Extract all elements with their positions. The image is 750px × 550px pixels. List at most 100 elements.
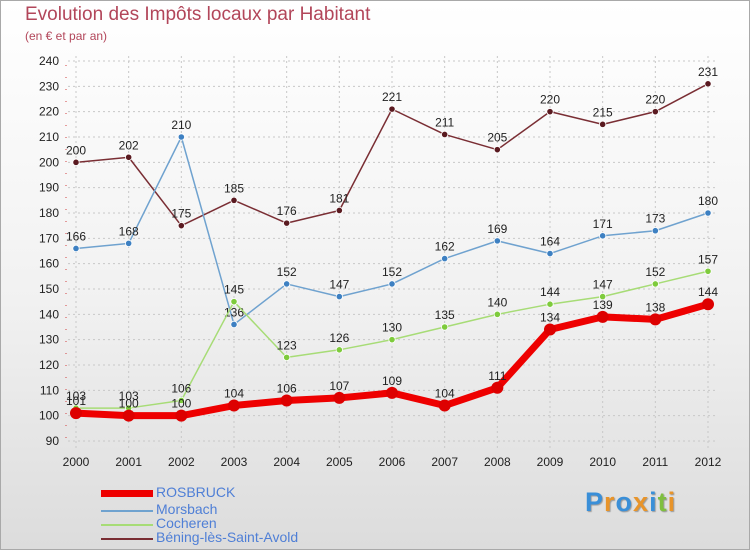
series-line-bening-les-saint-avold: [75, 83, 709, 227]
chart-subtitle: (en € et par an): [25, 29, 108, 43]
data-point-rosbruck-2001: [122, 409, 135, 422]
data-label-morsbach-2012: 180: [698, 194, 718, 208]
legend-label-cocheren: Cocheren: [156, 515, 217, 531]
data-point-rosbruck-2007: [438, 399, 451, 412]
data-point-rosbruck-2012: [702, 298, 714, 311]
data-point-morsbach-2000: [72, 244, 80, 253]
data-point-rosbruck-2005: [333, 391, 346, 404]
legend-swatch-bening: [101, 538, 153, 540]
data-point-bening-les-saint-avold-2011: [651, 108, 659, 116]
data-point-morsbach-2001: [125, 239, 133, 247]
data-point-cocheren-2008: [493, 310, 501, 318]
logo-letter: i: [649, 487, 658, 517]
legend-swatch-rosbruck: [101, 490, 153, 497]
data-label-cocheren-2010: 147: [593, 278, 613, 292]
data-point-cocheren-2009: [546, 300, 554, 308]
data-point-bening-les-saint-avold-2005: [335, 206, 343, 215]
data-point-cocheren-2005: [335, 346, 343, 354]
data-point-rosbruck-2002: [175, 409, 188, 422]
legend-label-rosbruck: ROSBRUCK: [156, 484, 236, 500]
data-label-morsbach-2007: 162: [435, 240, 455, 254]
data-point-cocheren-2012: [704, 267, 712, 275]
data-point-morsbach-2005: [335, 292, 343, 301]
y-tick-label-200: 200: [39, 155, 59, 169]
chart-title: Evolution des Impôts locaux par Habitant: [25, 4, 371, 25]
logo-letter: o: [615, 487, 634, 517]
data-label-bening-les-saint-avold-2003: 185: [224, 181, 244, 195]
data-point-morsbach-2003: [230, 320, 238, 329]
data-label-cocheren-2000: 103: [66, 389, 86, 403]
x-tick-label-2005: 2005: [326, 455, 353, 469]
data-point-bening-les-saint-avold-2012: [704, 80, 712, 88]
x-tick-label-2011: 2011: [642, 455, 668, 469]
x-tick-label-2006: 2006: [379, 455, 406, 469]
data-label-morsbach-2005: 147: [329, 278, 349, 292]
logo-letter: i: [667, 487, 677, 517]
data-point-morsbach-2012: [704, 209, 712, 217]
data-label-rosbruck-2001: 100: [119, 397, 139, 411]
x-tick-label-2004: 2004: [273, 455, 300, 469]
data-point-rosbruck-2003: [228, 399, 240, 412]
data-point-cocheren-2003: [230, 298, 238, 306]
data-point-bening-les-saint-avold-2006: [388, 105, 396, 113]
data-point-bening-les-saint-avold-2009: [546, 108, 554, 116]
data-label-bening-les-saint-avold-2004: 176: [277, 204, 297, 218]
data-point-cocheren-2004: [283, 353, 291, 361]
data-label-rosbruck-2005: 107: [329, 379, 349, 393]
data-point-bening-les-saint-avold-2000: [72, 158, 80, 166]
legend-swatch-cocheren: [101, 524, 153, 526]
data-label-morsbach-2008: 169: [487, 222, 507, 236]
data-point-rosbruck-2008: [491, 381, 504, 394]
data-point-morsbach-2009: [546, 249, 554, 258]
data-label-cocheren-2011: 152: [645, 265, 665, 279]
data-label-rosbruck-2000: 101: [66, 394, 86, 408]
x-tick-label-2002: 2002: [168, 455, 195, 469]
data-point-morsbach-2006: [388, 280, 396, 288]
data-label-bening-les-saint-avold-2008: 205: [487, 131, 507, 145]
data-point-morsbach-2008: [493, 237, 501, 245]
data-label-cocheren-2003: 145: [224, 283, 244, 297]
data-label-cocheren-2005: 126: [329, 331, 349, 345]
y-tick-label-170: 170: [39, 231, 59, 245]
data-point-bening-les-saint-avold-2010: [599, 120, 607, 128]
data-label-cocheren-2008: 140: [487, 295, 507, 309]
data-label-cocheren-2007: 135: [435, 308, 455, 322]
logo-letter: P: [585, 487, 605, 517]
data-label-rosbruck-2009: 134: [540, 311, 560, 325]
y-tick-label-90: 90: [46, 434, 60, 448]
y-tick-label-160: 160: [39, 257, 59, 271]
data-label-morsbach-2000: 166: [66, 229, 86, 243]
y-tick-label-220: 220: [39, 105, 59, 119]
data-label-rosbruck-2012: 144: [698, 285, 718, 299]
data-label-cocheren-2004: 123: [277, 338, 297, 352]
data-label-cocheren-2012: 157: [698, 252, 718, 266]
legend-swatch-morsbach: [101, 510, 153, 512]
data-label-bening-les-saint-avold-2001: 202: [119, 138, 139, 152]
data-point-rosbruck-2009: [544, 323, 556, 336]
data-label-cocheren-2006: 130: [382, 321, 402, 335]
data-point-rosbruck-2006: [386, 386, 398, 399]
data-point-bening-les-saint-avold-2007: [441, 130, 449, 139]
data-label-cocheren-2002: 106: [171, 381, 191, 395]
data-label-rosbruck-2003: 104: [224, 387, 244, 401]
data-label-rosbruck-2004: 106: [277, 381, 297, 395]
data-label-bening-les-saint-avold-2010: 215: [593, 105, 613, 119]
legend-label-bening: Béning-lès-Saint-Avold: [156, 529, 299, 545]
y-tick-label-140: 140: [39, 307, 59, 321]
y-tick-label-210: 210: [39, 130, 59, 144]
data-label-bening-les-saint-avold-2012: 231: [698, 65, 718, 79]
y-tick-label-110: 110: [40, 383, 59, 397]
x-tick-label-2007: 2007: [431, 455, 458, 469]
logo-letter: t: [657, 487, 668, 517]
logo-letter: x: [633, 487, 650, 517]
data-label-bening-les-saint-avold-2002: 175: [171, 207, 191, 221]
data-label-morsbach-2001: 168: [119, 224, 139, 238]
data-point-cocheren-2010: [599, 292, 607, 301]
y-tick-label-150: 150: [39, 282, 59, 296]
data-label-rosbruck-2011: 138: [645, 300, 665, 314]
data-label-bening-les-saint-avold-2009: 220: [540, 93, 560, 107]
data-label-bening-les-saint-avold-2000: 200: [66, 143, 86, 157]
y-tick-label-190: 190: [39, 181, 59, 195]
